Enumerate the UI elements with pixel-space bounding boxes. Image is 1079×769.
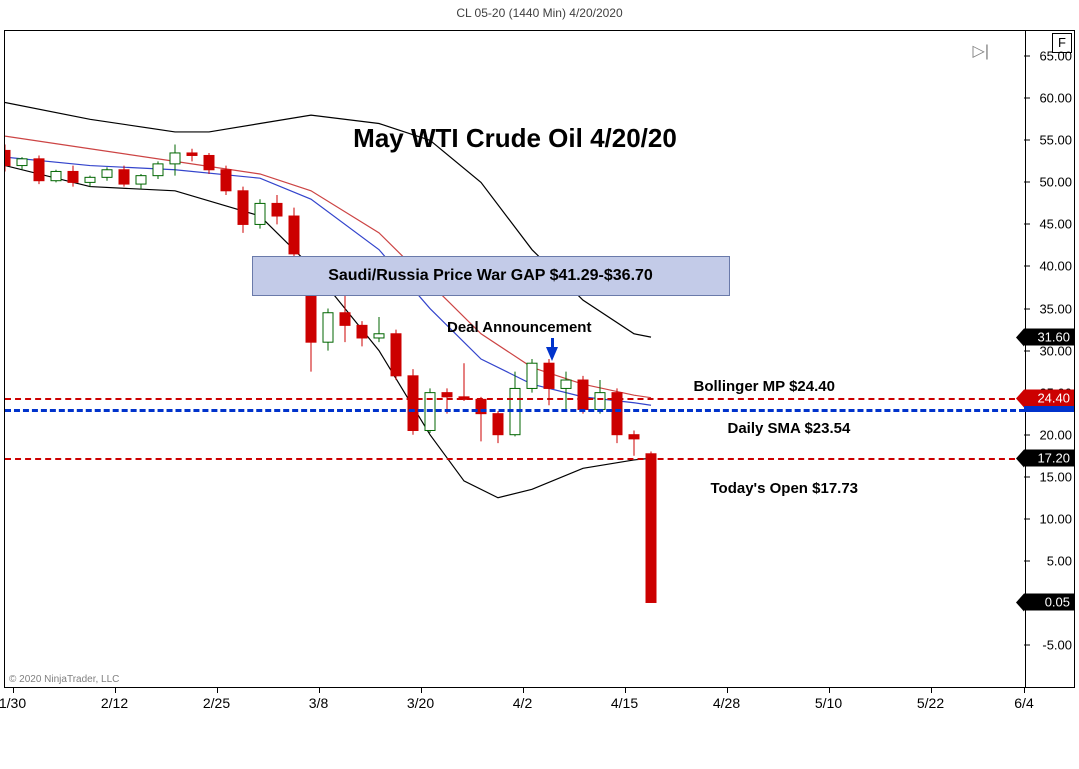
- y-tick-label: 40.00: [1039, 259, 1072, 274]
- x-tick-label: 2/25: [203, 695, 230, 711]
- y-tick-mark: [1024, 560, 1030, 561]
- x-tick-label: 1/30: [0, 695, 26, 711]
- x-tick-mark: [13, 687, 14, 693]
- horizontal-line: [5, 458, 1025, 460]
- x-tick-mark: [115, 687, 116, 693]
- y-tick-label: 5.00: [1047, 553, 1072, 568]
- x-axis: 1/302/122/253/83/204/24/154/285/105/226/…: [4, 687, 1024, 739]
- chart-header: CL 05-20 (1440 Min) 4/20/2020: [0, 6, 1079, 20]
- y-tick-mark: [1024, 476, 1030, 477]
- x-tick-mark: [829, 687, 830, 693]
- y-tick-label: -5.00: [1042, 637, 1072, 652]
- y-tick-mark: [1024, 224, 1030, 225]
- x-tick-mark: [319, 687, 320, 693]
- skip-forward-icon[interactable]: ▷|: [973, 41, 989, 61]
- chart-title: May WTI Crude Oil 4/20/20: [5, 123, 1025, 154]
- y-tick-mark: [1024, 518, 1030, 519]
- x-tick-mark: [523, 687, 524, 693]
- price-flag: 24.40: [1024, 389, 1074, 406]
- price-flag: 0.05: [1024, 594, 1074, 611]
- y-tick-mark: [1024, 434, 1030, 435]
- x-tick-label: 4/15: [611, 695, 638, 711]
- x-tick-label: 4/2: [513, 695, 532, 711]
- gap-annotation-box: Saudi/Russia Price War GAP $41.29-$36.70: [252, 256, 730, 297]
- price-flag: 31.60: [1024, 329, 1074, 346]
- y-tick-mark: [1024, 56, 1030, 57]
- x-tick-label: 5/10: [815, 695, 842, 711]
- price-flag: 17.20: [1024, 450, 1074, 467]
- copyright-text: © 2020 NinjaTrader, LLC: [9, 674, 119, 685]
- y-tick-label: 15.00: [1039, 469, 1072, 484]
- x-tick-label: 4/28: [713, 695, 740, 711]
- x-tick-label: 2/12: [101, 695, 128, 711]
- x-tick-mark: [931, 687, 932, 693]
- chart-annotation: Daily SMA $23.54: [728, 420, 851, 437]
- y-tick-label: 55.00: [1039, 133, 1072, 148]
- y-tick-label: 60.00: [1039, 91, 1072, 106]
- x-tick-label: 6/4: [1014, 695, 1033, 711]
- y-tick-mark: [1024, 350, 1030, 351]
- y-tick-mark: [1024, 644, 1030, 645]
- y-tick-label: 65.00: [1039, 49, 1072, 64]
- y-tick-label: 10.00: [1039, 511, 1072, 526]
- y-tick-mark: [1024, 98, 1030, 99]
- y-tick-label: 20.00: [1039, 427, 1072, 442]
- y-tick-label: 45.00: [1039, 217, 1072, 232]
- x-tick-mark: [217, 687, 218, 693]
- x-tick-label: 5/22: [917, 695, 944, 711]
- x-tick-mark: [421, 687, 422, 693]
- y-tick-label: 50.00: [1039, 175, 1072, 190]
- price-flag: [1024, 406, 1074, 412]
- chart-container: CL 05-20 (1440 Min) 4/20/2020 May WTI Cr…: [0, 0, 1079, 769]
- chart-annotation: Bollinger MP $24.40: [694, 378, 835, 395]
- y-axis: F 65.0060.0055.0050.0045.0040.0035.0030.…: [1024, 30, 1075, 688]
- deal-arrow-head: [546, 347, 558, 361]
- y-tick-mark: [1024, 182, 1030, 183]
- y-tick-mark: [1024, 266, 1030, 267]
- horizontal-line: [5, 398, 1025, 400]
- y-tick-mark: [1024, 140, 1030, 141]
- plot-area[interactable]: May WTI Crude Oil 4/20/20 © 2020 NinjaTr…: [4, 30, 1026, 688]
- x-tick-mark: [1024, 687, 1025, 693]
- x-tick-label: 3/20: [407, 695, 434, 711]
- chart-annotation: Today's Open $17.73: [711, 480, 859, 497]
- x-tick-mark: [625, 687, 626, 693]
- y-tick-label: 35.00: [1039, 301, 1072, 316]
- x-tick-label: 3/8: [309, 695, 328, 711]
- y-tick-mark: [1024, 308, 1030, 309]
- x-tick-mark: [727, 687, 728, 693]
- horizontal-line: [5, 409, 1025, 412]
- chart-annotation: Deal Announcement: [447, 319, 591, 336]
